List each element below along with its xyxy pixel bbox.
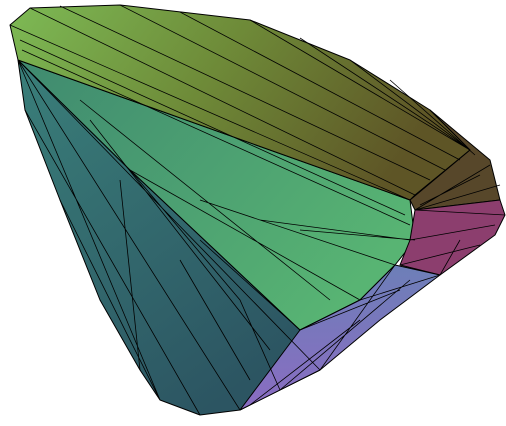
facet-edges <box>9 4 506 416</box>
magenta-face <box>399 199 506 276</box>
